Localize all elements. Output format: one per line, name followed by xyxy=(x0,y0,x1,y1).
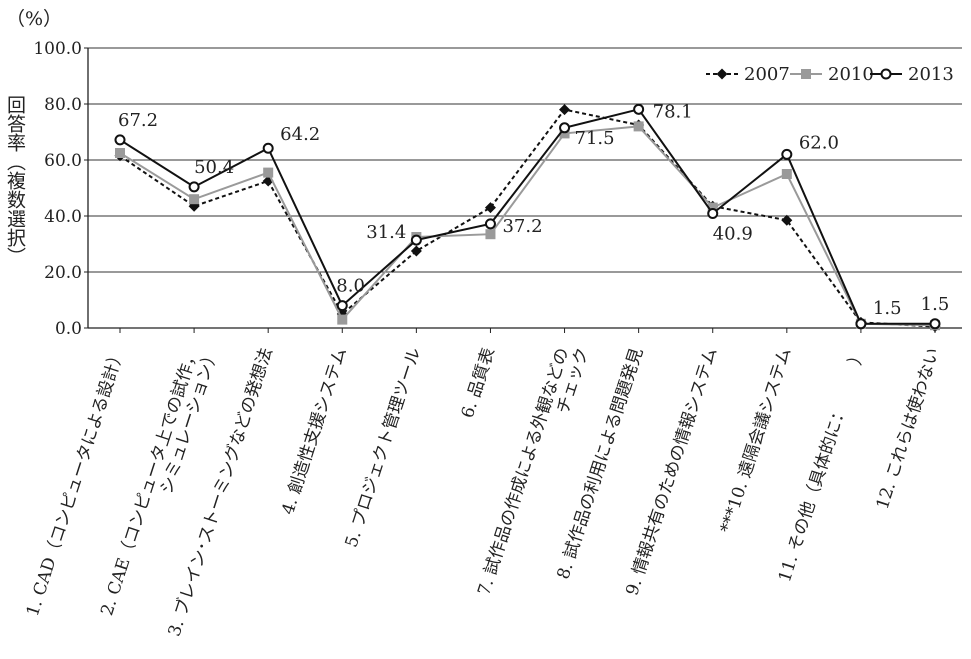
y-unit-label: （%） xyxy=(6,8,63,30)
circle-marker xyxy=(336,300,348,312)
x-tick-label: ***10. 遠隔会議システム xyxy=(717,345,796,535)
square-marker xyxy=(189,194,200,205)
x-axis: 1. CAD（コンピュータによる設計）2. CAE（コンピュータ上での試作，シミ… xyxy=(23,327,962,639)
legend-label: 2010 xyxy=(828,64,874,85)
data-label: 62.0 xyxy=(799,132,839,153)
circle-marker xyxy=(262,142,274,154)
y-axis: 0.0 20.0 40.0 60.0 80.0 100.0 xyxy=(33,39,89,339)
data-label: 8.0 xyxy=(336,276,365,297)
legend-label: 2007 xyxy=(744,64,790,85)
circle-marker xyxy=(929,318,941,330)
data-label: 37.2 xyxy=(502,216,542,237)
legend: 2007 2010 2013 xyxy=(706,64,954,85)
data-label: 1.5 xyxy=(873,298,902,319)
diamond-marker xyxy=(559,104,571,116)
square-marker xyxy=(115,148,125,158)
data-label: 1.5 xyxy=(921,294,950,315)
y-tick-label: 20.0 xyxy=(44,263,82,283)
circle-marker xyxy=(188,181,200,193)
data-label: 71.5 xyxy=(575,128,615,149)
data-label: 67.2 xyxy=(118,110,158,131)
x-tick-label: 11. その他（具体的に： ） xyxy=(775,345,870,584)
y-tick-label: 0.0 xyxy=(55,319,82,339)
circle-marker xyxy=(484,218,496,230)
square-marker xyxy=(781,169,792,179)
y-axis-label: 回答率（複数選択） xyxy=(4,95,26,266)
y-tick-label: 100.0 xyxy=(33,39,82,59)
square-marker xyxy=(707,202,718,213)
x-tick-label: 9. 情報共有のための情報システム xyxy=(622,345,721,598)
square-marker xyxy=(633,121,644,132)
x-tick-label: 4. 創造性支援システム xyxy=(278,345,351,517)
circle-marker xyxy=(880,68,892,80)
series-line-2010 xyxy=(119,125,936,327)
data-label: 50.4 xyxy=(194,157,234,178)
square-marker xyxy=(485,229,496,240)
square-marker xyxy=(801,69,811,79)
y-tick-label: 40.0 xyxy=(44,207,82,227)
x-tick-label: 6. 品質表 xyxy=(458,345,499,420)
x-tick-label: 12. これらは使わない xyxy=(872,345,944,512)
data-label: 78.1 xyxy=(653,101,693,122)
series-layer xyxy=(114,103,941,333)
circle-marker xyxy=(781,148,793,160)
x-tick-label: 5. プロジェクト管理ツール xyxy=(342,345,425,550)
circle-marker xyxy=(855,318,867,330)
grid-lines xyxy=(88,47,962,273)
circle-marker xyxy=(559,122,571,134)
circle-marker xyxy=(410,234,422,246)
diamond-marker xyxy=(781,214,793,226)
legend-label: 2013 xyxy=(908,64,954,85)
series-line-2007 xyxy=(119,108,936,328)
square-marker xyxy=(263,167,274,178)
data-label: 31.4 xyxy=(366,222,406,243)
diamond-marker xyxy=(410,245,422,257)
diamond-marker xyxy=(716,68,728,80)
square-marker xyxy=(337,314,348,325)
y-tick-label: 60.0 xyxy=(44,151,82,171)
circle-marker xyxy=(633,103,645,115)
data-label: 64.2 xyxy=(280,124,320,145)
series-line-2013 xyxy=(119,108,935,325)
data-label: 40.9 xyxy=(713,223,753,244)
circle-marker xyxy=(707,207,719,219)
y-tick-label: 80.0 xyxy=(44,95,82,115)
circle-marker xyxy=(114,134,126,146)
data-labels: 67.2 50.4 64.2 8.0 31.4 37.2 71.5 78.1 40.9 62.0 1… xyxy=(118,101,949,318)
square-marker xyxy=(559,128,570,139)
diamond-marker xyxy=(484,202,496,214)
